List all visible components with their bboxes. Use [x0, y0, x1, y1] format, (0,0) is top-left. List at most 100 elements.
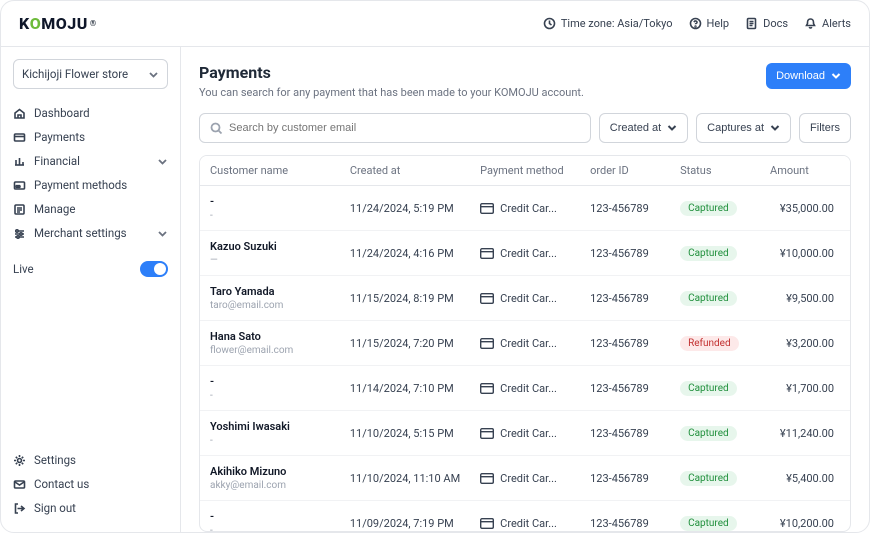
table-row[interactable]: - - 11/24/2024, 5:19 PM Credit Car... 12… — [200, 186, 850, 231]
sidebar-item-dashboard[interactable]: Dashboard — [13, 101, 168, 125]
status-badge: Captured — [680, 291, 737, 306]
docs-icon — [745, 17, 758, 30]
logo: KOMOJU® — [19, 14, 97, 33]
cell-amount: ¥9,500.00 — [760, 276, 850, 321]
credit-card-icon — [480, 518, 494, 529]
cell-amount: ¥11,240.00 — [760, 411, 850, 456]
app-window: KOMOJU® Time zone: Asia/Tokyo Help Docs … — [0, 0, 870, 533]
table-row[interactable]: Yoshimi Iwasaki - 11/10/2024, 5:15 PM Cr… — [200, 411, 850, 456]
cell-amount: ¥3,200.00 — [760, 321, 850, 366]
sidebar: Kichijoji Flower store Dashboard Payment… — [1, 47, 181, 532]
cell-amount: ¥10,200.00 — [760, 501, 850, 533]
sidebar-item-financial[interactable]: Financial — [13, 149, 168, 173]
topbar: KOMOJU® Time zone: Asia/Tokyo Help Docs … — [1, 1, 869, 47]
sidebar-item-label: Merchant settings — [34, 226, 149, 240]
payment-methods-icon — [13, 179, 26, 192]
cell-customer: Kazuo Suzuki — — [200, 231, 340, 276]
cell-order: 123-456789 — [580, 501, 670, 533]
sidebar-item-manage[interactable]: Manage — [13, 197, 168, 221]
sidebar-item-label: Payments — [34, 130, 168, 144]
cell-payment-method: Credit Car... — [470, 231, 580, 276]
col-created: Created at — [340, 156, 470, 186]
cell-order: 123-456789 — [580, 456, 670, 501]
cell-status: Refunded — [670, 321, 760, 366]
cell-status: Captured — [670, 366, 760, 411]
cell-amount: ¥5,400.00 — [760, 456, 850, 501]
download-button[interactable]: Download — [766, 63, 851, 89]
store-selector[interactable]: Kichijoji Flower store — [13, 59, 168, 89]
table-row[interactable]: Akihiko Mizuno akky@email.com 11/10/2024… — [200, 456, 850, 501]
docs-label: Docs — [763, 17, 788, 30]
cell-order: 123-456789 — [580, 366, 670, 411]
col-order-id: order ID — [580, 156, 670, 186]
sidebar-item-merchant-settings[interactable]: Merchant settings — [13, 221, 168, 245]
table-row[interactable]: - - 11/09/2024, 7:19 PM Credit Car... 12… — [200, 501, 850, 533]
cell-payment-method: Credit Car... — [470, 456, 580, 501]
cell-payment-method: Credit Car... — [470, 366, 580, 411]
cell-created: 11/14/2024, 7:10 PM — [340, 366, 470, 411]
credit-card-icon — [480, 248, 494, 259]
table-row[interactable]: Taro Yamada taro@email.com 11/15/2024, 8… — [200, 276, 850, 321]
cell-payment-method: Credit Car... — [470, 276, 580, 321]
filters-button[interactable]: Filters — [799, 113, 851, 143]
cell-order: 123-456789 — [580, 321, 670, 366]
status-badge: Captured — [680, 246, 737, 261]
chevron-down-icon — [770, 123, 780, 133]
merchant-settings-icon — [13, 227, 26, 240]
cell-payment-method: Credit Car... — [470, 501, 580, 533]
filters-row: Created at Captures at Filters — [199, 113, 851, 143]
store-name: Kichijoji Flower store — [22, 67, 128, 81]
table-row[interactable]: Kazuo Suzuki — 11/24/2024, 4:16 PM Credi… — [200, 231, 850, 276]
cell-created: 11/15/2024, 7:20 PM — [340, 321, 470, 366]
table-body: - - 11/24/2024, 5:19 PM Credit Car... 12… — [200, 186, 850, 533]
help-icon — [689, 17, 702, 30]
search-input[interactable] — [229, 122, 580, 134]
signout-icon — [13, 502, 26, 515]
cell-order: 123-456789 — [580, 186, 670, 231]
cell-created: 11/09/2024, 7:19 PM — [340, 501, 470, 533]
timezone-label: Time zone: Asia/Tokyo — [561, 17, 673, 30]
sidebar-item-label: Settings — [34, 453, 168, 467]
sidebar-item-label: Dashboard — [34, 106, 168, 120]
filter-created-at[interactable]: Created at — [599, 113, 688, 143]
cell-customer: Taro Yamada taro@email.com — [200, 276, 340, 321]
cell-status: Captured — [670, 186, 760, 231]
sidebar-item-signout[interactable]: Sign out — [13, 496, 168, 520]
search-icon — [210, 122, 223, 135]
cell-payment-method: Credit Car... — [470, 321, 580, 366]
sidebar-item-contact[interactable]: Contact us — [13, 472, 168, 496]
live-label: Live — [13, 262, 34, 276]
sidebar-item-label: Sign out — [34, 501, 168, 515]
table-row[interactable]: Hana Sato flower@email.com 11/15/2024, 7… — [200, 321, 850, 366]
status-badge: Refunded — [680, 336, 739, 351]
col-payment-method: Payment method — [470, 156, 580, 186]
status-badge: Captured — [680, 381, 737, 396]
clock-icon — [543, 17, 556, 30]
dashboard-icon — [13, 107, 26, 120]
alerts-link[interactable]: Alerts — [804, 17, 851, 30]
timezone[interactable]: Time zone: Asia/Tokyo — [543, 17, 673, 30]
financial-icon — [13, 155, 26, 168]
search-input-wrap[interactable] — [199, 113, 591, 143]
page-title: Payments — [199, 63, 584, 82]
status-badge: Captured — [680, 426, 737, 441]
filter-captures-at[interactable]: Captures at — [696, 113, 791, 143]
sidebar-item-payments[interactable]: Payments — [13, 125, 168, 149]
status-badge: Captured — [680, 471, 737, 486]
chevron-down-icon — [148, 69, 159, 80]
sidebar-item-payment-methods[interactable]: Payment methods — [13, 173, 168, 197]
help-link[interactable]: Help — [689, 17, 730, 30]
table-row[interactable]: - - 11/14/2024, 7:10 PM Credit Car... 12… — [200, 366, 850, 411]
filters-label: Filters — [810, 122, 840, 134]
sidebar-item-label: Contact us — [34, 477, 168, 491]
credit-card-icon — [480, 473, 494, 484]
settings-icon — [13, 454, 26, 467]
table-header-row: Customer name Created at Payment method … — [200, 156, 850, 186]
table-wrap: Customer name Created at Payment method … — [199, 155, 851, 532]
docs-link[interactable]: Docs — [745, 17, 788, 30]
live-toggle[interactable] — [140, 261, 168, 277]
sidebar-item-settings[interactable]: Settings — [13, 448, 168, 472]
download-label: Download — [776, 70, 825, 82]
credit-card-icon — [480, 293, 494, 304]
cell-payment-method: Credit Car... — [470, 186, 580, 231]
